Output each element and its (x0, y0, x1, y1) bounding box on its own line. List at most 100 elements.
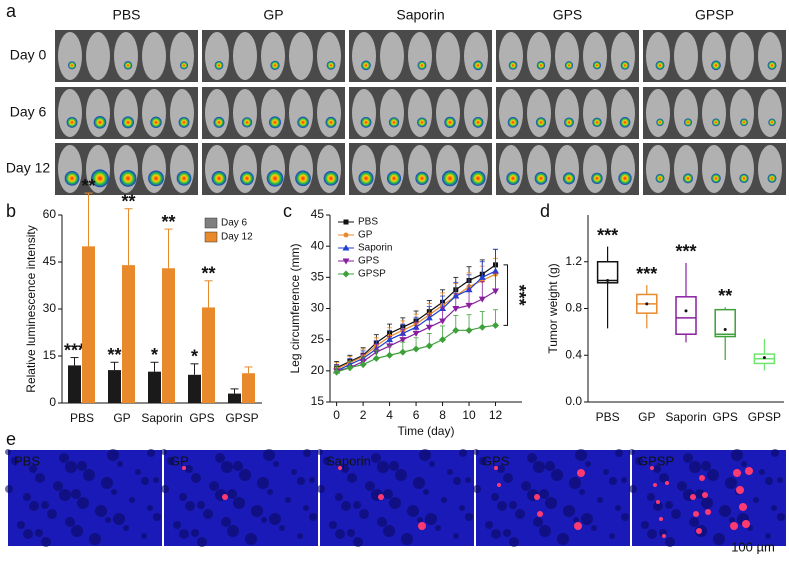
significance: ** (161, 212, 175, 232)
stain (662, 534, 666, 538)
signal (535, 117, 547, 128)
mouse (464, 32, 488, 80)
texture (665, 501, 673, 509)
box (714, 308, 736, 338)
signal (563, 172, 575, 185)
mouse (261, 89, 285, 137)
mouse (261, 32, 285, 80)
texture (111, 489, 117, 495)
group-label: GP (263, 7, 283, 23)
mouse (583, 145, 607, 193)
mouse (352, 89, 376, 137)
texture (777, 477, 783, 483)
texture (533, 517, 543, 527)
signal (68, 61, 76, 70)
texture (659, 473, 669, 483)
stain (574, 522, 582, 530)
texture (497, 465, 505, 473)
y-tick-label: 45 (311, 207, 325, 221)
texture (179, 529, 189, 539)
bar (162, 268, 175, 403)
texture (621, 513, 629, 521)
mouse (646, 89, 670, 137)
mouse (527, 145, 551, 193)
mouse (611, 32, 635, 80)
texture (383, 489, 393, 499)
legend-marker (342, 244, 350, 251)
panel-label: b (6, 201, 16, 221)
bar (228, 393, 241, 403)
x-tick-label: 2 (360, 408, 367, 422)
texture (89, 533, 101, 545)
stain (742, 520, 750, 528)
texture (371, 453, 381, 463)
texture (731, 449, 743, 461)
texture (653, 465, 661, 473)
x-tick-label: 0 (333, 408, 340, 422)
mouse (408, 32, 432, 80)
texture (677, 481, 687, 491)
signal (266, 170, 284, 187)
y-tick-label: 1.2 (565, 254, 582, 268)
signal (214, 61, 224, 70)
marker (372, 354, 380, 362)
mean (645, 302, 649, 306)
image-label: PBS (14, 453, 40, 468)
mouse (86, 32, 110, 80)
signal (472, 116, 484, 128)
texture (509, 537, 519, 547)
texture (227, 525, 239, 537)
texture (147, 449, 155, 457)
texture (609, 533, 615, 539)
mouse (317, 89, 341, 137)
mouse (730, 89, 754, 137)
texture (729, 517, 735, 523)
signal (564, 61, 574, 70)
texture (765, 477, 773, 485)
stain (665, 481, 669, 485)
texture (635, 457, 643, 465)
mouse (758, 32, 782, 80)
significance: *** (636, 264, 657, 284)
signal (93, 116, 107, 129)
texture (591, 525, 597, 531)
y-axis-title: Tumor weight (g) (546, 263, 560, 353)
signal (591, 172, 603, 184)
mouse (583, 89, 607, 137)
mouse (205, 145, 229, 193)
significance: *** (597, 225, 618, 245)
texture (215, 453, 225, 463)
bar (202, 307, 215, 403)
texture (539, 525, 551, 537)
mouse (289, 32, 313, 80)
texture (573, 517, 579, 523)
texture (647, 493, 655, 501)
signal (64, 171, 80, 186)
signal (323, 171, 339, 186)
legend-label: Day 6 (221, 218, 248, 229)
marker (452, 306, 460, 312)
texture (179, 493, 187, 501)
x-tick-label: 8 (439, 408, 446, 422)
signal (534, 172, 548, 185)
y-tick-label: 15 (43, 348, 57, 362)
y-tick-label: 40 (311, 238, 325, 252)
bar (122, 265, 135, 403)
texture (447, 469, 453, 475)
legend-marker (342, 258, 350, 265)
texture (585, 461, 591, 467)
texture (629, 485, 637, 493)
signal (712, 118, 720, 127)
texture (689, 517, 699, 527)
signal (470, 170, 486, 186)
y-tick-label: 25 (311, 332, 325, 346)
significance: * (151, 345, 158, 365)
y-tick-label: 20 (311, 363, 325, 377)
y-tick-label: 45 (43, 254, 57, 268)
marker (465, 326, 473, 334)
texture (545, 497, 557, 509)
texture (377, 517, 387, 527)
group-label: Saporin (396, 7, 444, 23)
signal (123, 61, 133, 70)
texture (701, 497, 713, 509)
